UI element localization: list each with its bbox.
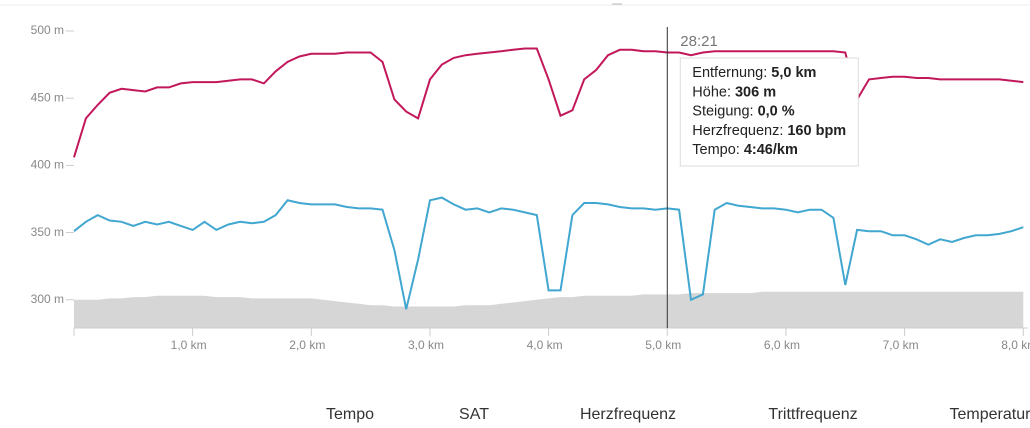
tooltip-value: 4:46/km	[744, 142, 798, 158]
x-tick-label: 4,0 km	[527, 338, 563, 352]
tooltip-value: 160 bpm	[787, 123, 846, 139]
tab[interactable]: SAT	[459, 406, 489, 423]
series-line	[73, 196, 1024, 310]
tooltip-value: 306 m	[735, 84, 776, 100]
x-tick-label: 8,0 km	[1001, 338, 1030, 352]
x-tick-label: 6,0 km	[764, 338, 800, 352]
y-tick-label: 350 m	[31, 225, 64, 239]
tooltip-label: Tempo:	[692, 142, 740, 158]
tooltip-row: Steigung: 0,0 %	[692, 103, 794, 119]
x-tick-label: 2,0 km	[289, 338, 325, 352]
tooltip-box	[679, 57, 859, 167]
tooltip-label: Entfernung:	[692, 65, 767, 81]
x-tick-label: 7,0 km	[883, 338, 919, 352]
y-tick-label: 450 m	[31, 90, 64, 104]
tooltip-value: 5,0 km	[771, 65, 816, 81]
x-tick-label: 5,0 km	[645, 338, 681, 352]
y-tick-label: 300 m	[31, 292, 64, 306]
tooltip-time: 28:21	[680, 33, 718, 50]
tooltip-label: Steigung:	[692, 103, 753, 119]
tab[interactable]: Herzfrequenz	[580, 406, 676, 423]
x-tick-label: 1,0 km	[171, 338, 207, 352]
y-tick-label: 400 m	[31, 158, 64, 172]
series-line	[73, 47, 1024, 158]
y-tick-label: 500 m	[31, 23, 64, 37]
tooltip-row: Entfernung: 5,0 km	[692, 65, 816, 81]
tooltip-value: 0,0 %	[758, 103, 795, 119]
x-tick-label: 3,0 km	[408, 338, 444, 352]
tooltip-row: Höhe: 306 m	[692, 84, 776, 100]
tooltip-row: Tempo: 4:46/km	[692, 142, 798, 158]
tab[interactable]: Tempo	[326, 406, 374, 423]
elevation-area	[74, 291, 1024, 328]
tooltip-row: Herzfrequenz: 160 bpm	[692, 123, 846, 139]
tab[interactable]: Trittfrequenz	[768, 406, 857, 423]
tooltip-label: Höhe:	[692, 84, 731, 100]
tooltip-label: Herzfrequenz:	[692, 123, 783, 139]
tab[interactable]: Temperatur	[950, 406, 1030, 423]
